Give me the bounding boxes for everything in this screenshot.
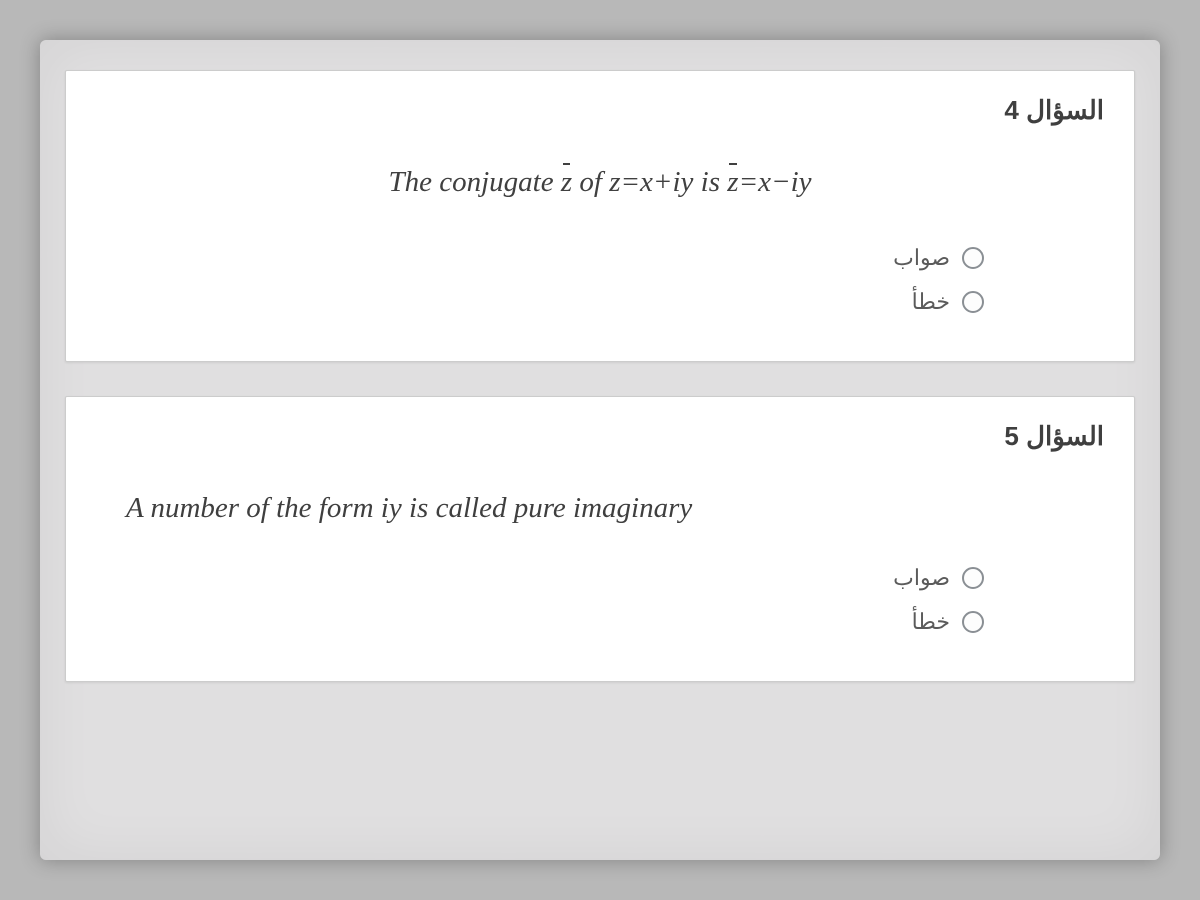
q4-eq1: z=x+iy [609,166,693,198]
q4-zbar-2: z [727,166,738,199]
radio-icon [962,611,984,633]
q4-text-mid2: is [693,166,727,198]
q4-eq2: =x−iy [739,166,812,198]
question-4-options: صواب خطأ [96,245,1104,315]
question-4-header: السؤال 4 [96,95,1104,126]
option-label-false: خطأ [912,609,950,635]
option-label-true: صواب [893,245,950,271]
option-q4-false[interactable]: خطأ [96,289,984,315]
radio-icon [962,247,984,269]
question-5-options: صواب خطأ [96,565,1104,635]
radio-icon [962,291,984,313]
option-label-false: خطأ [912,289,950,315]
question-card-5: السؤال 5 A number of the form iy is call… [65,396,1135,682]
q4-zbar-1: z [561,166,572,199]
question-4-text: The conjugate z of z=x+iy is z=x−iy [96,166,1104,199]
option-q4-true[interactable]: صواب [96,245,984,271]
q4-text-mid1: of [572,166,609,198]
q4-text-prefix: The conjugate [388,166,560,198]
quiz-screen: السؤال 4 The conjugate z of z=x+iy is z=… [40,40,1160,860]
radio-icon [962,567,984,589]
option-q5-true[interactable]: صواب [96,565,984,591]
option-label-true: صواب [893,565,950,591]
option-q5-false[interactable]: خطأ [96,609,984,635]
question-5-header: السؤال 5 [96,421,1104,452]
question-5-text: A number of the form iy is called pure i… [96,492,1104,525]
question-card-4: السؤال 4 The conjugate z of z=x+iy is z=… [65,70,1135,362]
